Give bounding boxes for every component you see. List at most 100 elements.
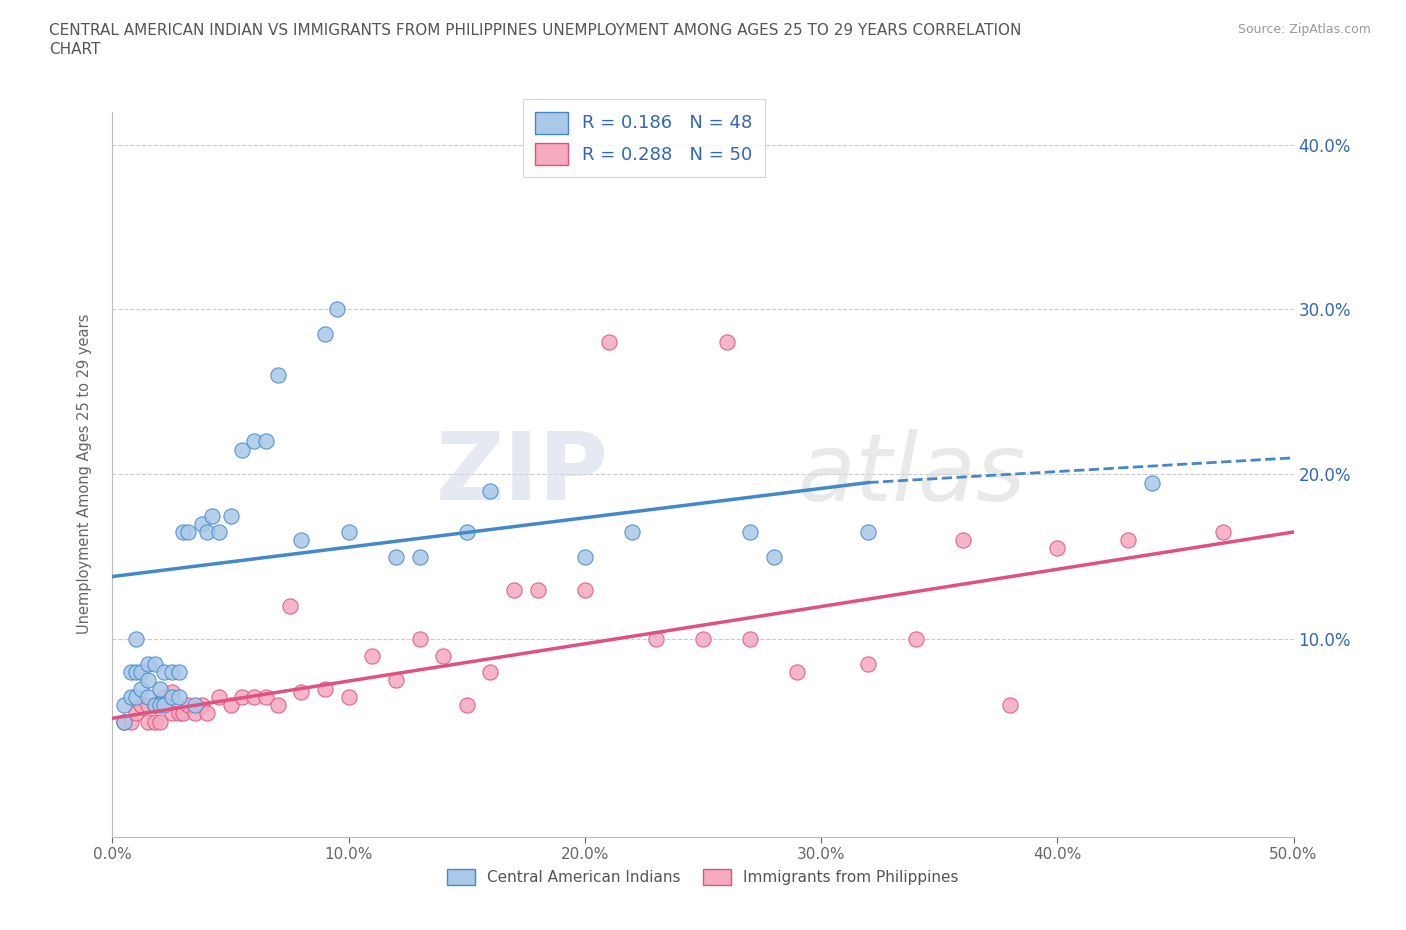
Point [136, 698, 159, 712]
Point [143, 714, 166, 729]
Point [125, 631, 148, 646]
Point [112, 698, 135, 712]
Point [740, 525, 762, 539]
Point [1046, 541, 1069, 556]
Point [143, 698, 166, 712]
Point [786, 665, 808, 680]
Point [598, 335, 620, 350]
Point [167, 706, 190, 721]
Point [740, 631, 762, 646]
Point [326, 302, 349, 317]
Point [337, 689, 360, 704]
Y-axis label: Unemployment Among Ages 25 to 29 years: Unemployment Among Ages 25 to 29 years [77, 314, 91, 634]
Point [143, 657, 166, 671]
Point [149, 714, 172, 729]
Point [858, 657, 880, 671]
Point [503, 582, 526, 597]
Point [385, 550, 408, 565]
Point [1140, 475, 1163, 490]
Point [290, 533, 312, 548]
Point [160, 689, 183, 704]
Text: Source: ZipAtlas.com: Source: ZipAtlas.com [1237, 23, 1371, 36]
Point [160, 684, 183, 699]
Point [219, 508, 242, 523]
Point [574, 582, 596, 597]
Point [408, 550, 430, 565]
Point [112, 714, 135, 729]
Text: ZIP: ZIP [436, 429, 609, 520]
Point [120, 665, 142, 680]
Point [621, 525, 644, 539]
Point [904, 631, 927, 646]
Point [267, 368, 290, 383]
Point [129, 665, 152, 680]
Point [314, 326, 336, 341]
Point [167, 689, 190, 704]
Point [153, 665, 176, 680]
Point [201, 508, 224, 523]
Point [120, 689, 142, 704]
Point [762, 550, 785, 565]
Point [167, 665, 190, 680]
Point [112, 714, 135, 729]
Point [160, 665, 183, 680]
Point [432, 648, 454, 663]
Point [1116, 533, 1139, 548]
Point [136, 673, 159, 688]
Text: CHART: CHART [49, 42, 101, 57]
Point [172, 706, 194, 721]
Point [149, 698, 172, 712]
Point [184, 706, 207, 721]
Point [219, 698, 242, 712]
Point [184, 698, 207, 712]
Point [136, 714, 159, 729]
Point [692, 631, 714, 646]
Legend: Central American Indians, Immigrants from Philippines: Central American Indians, Immigrants fro… [441, 863, 965, 891]
Point [243, 689, 266, 704]
Point [278, 599, 301, 614]
Point [231, 689, 253, 704]
Point [129, 681, 152, 696]
Point [125, 665, 148, 680]
Point [160, 706, 183, 721]
Point [574, 550, 596, 565]
Point [153, 698, 176, 712]
Point [195, 525, 218, 539]
Point [254, 434, 277, 449]
Point [267, 698, 290, 712]
Point [479, 665, 502, 680]
Point [314, 681, 336, 696]
Point [143, 698, 166, 712]
Point [120, 714, 142, 729]
Point [191, 698, 214, 712]
Point [361, 648, 384, 663]
Point [177, 525, 200, 539]
Point [231, 442, 253, 457]
Point [125, 689, 148, 704]
Point [129, 698, 152, 712]
Point [456, 698, 478, 712]
Point [337, 525, 360, 539]
Point [136, 657, 159, 671]
Point [952, 533, 974, 548]
Point [385, 673, 408, 688]
Point [858, 525, 880, 539]
Point [125, 706, 148, 721]
Point [195, 706, 218, 721]
Point [456, 525, 478, 539]
Point [408, 631, 430, 646]
Point [136, 689, 159, 704]
Point [644, 631, 666, 646]
Point [177, 698, 200, 712]
Point [208, 525, 231, 539]
Point [716, 335, 738, 350]
Point [149, 681, 172, 696]
Point [243, 434, 266, 449]
Point [526, 582, 548, 597]
Point [998, 698, 1021, 712]
Text: atlas: atlas [797, 429, 1026, 520]
Point [191, 516, 214, 531]
Point [153, 689, 176, 704]
Text: CENTRAL AMERICAN INDIAN VS IMMIGRANTS FROM PHILIPPINES UNEMPLOYMENT AMONG AGES 2: CENTRAL AMERICAN INDIAN VS IMMIGRANTS FR… [49, 23, 1022, 38]
Point [254, 689, 277, 704]
